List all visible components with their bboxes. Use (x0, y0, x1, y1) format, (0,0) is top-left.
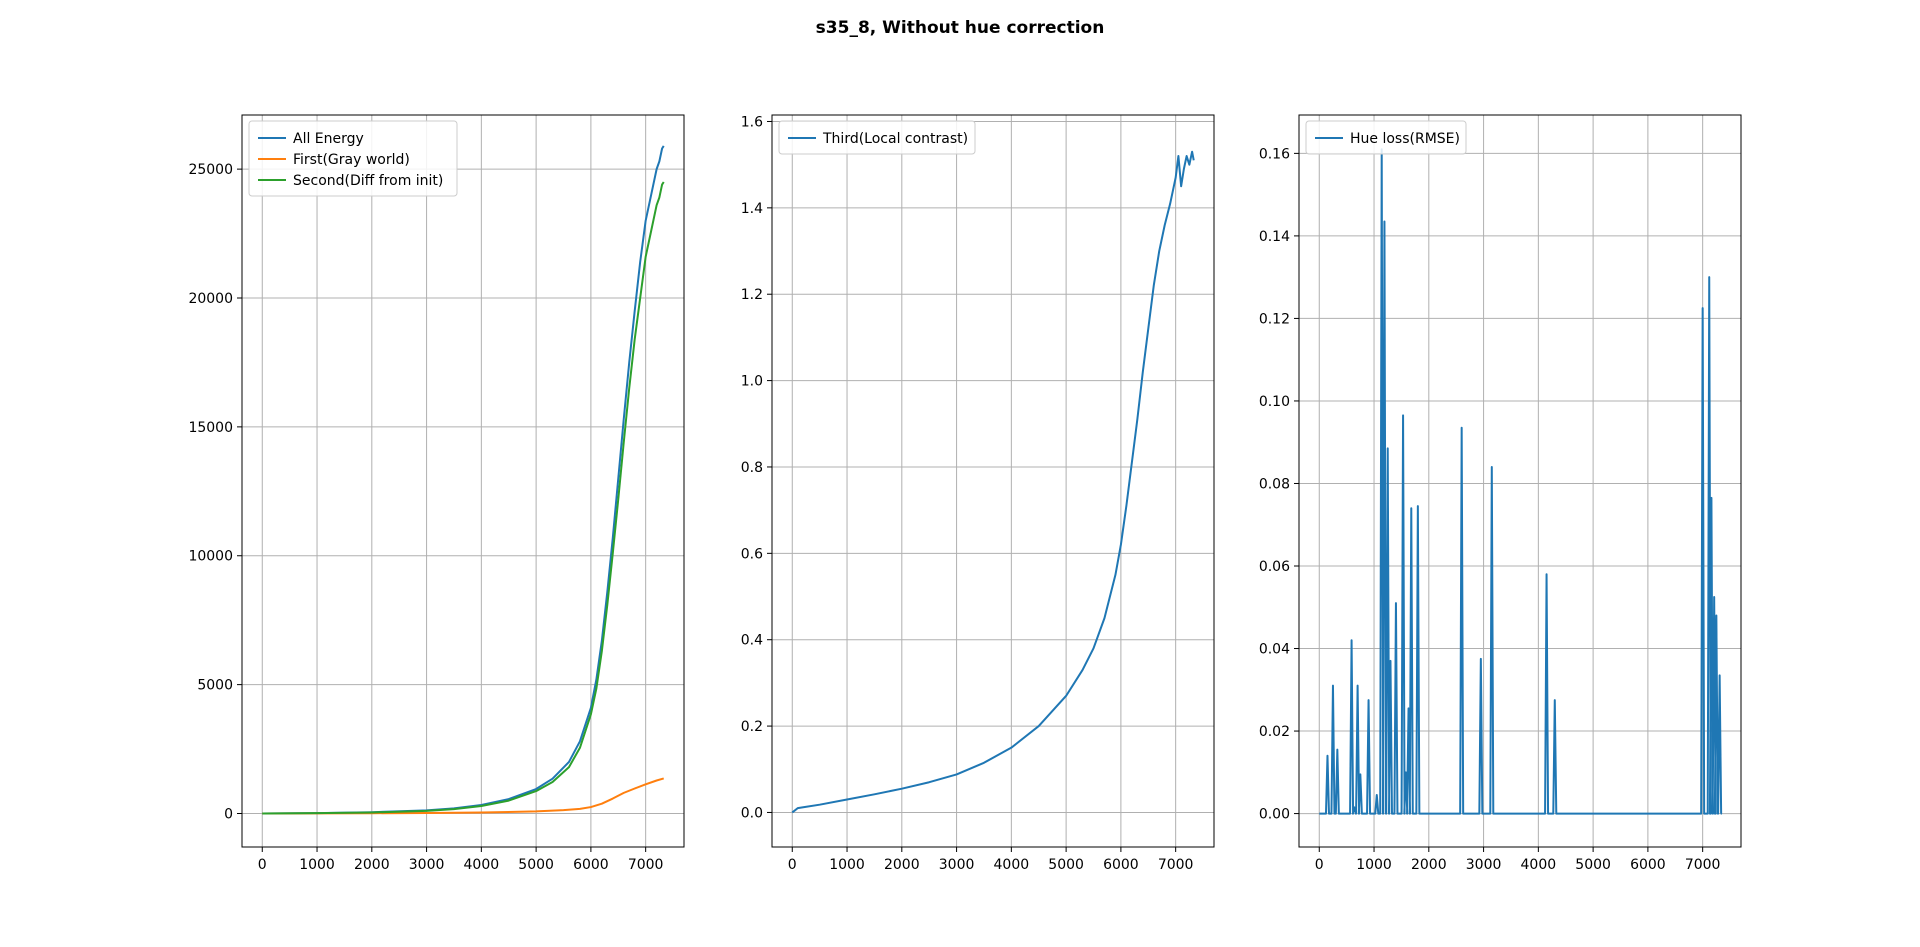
x-tick-label: 6000 (1103, 857, 1139, 873)
x-tick-label: 6000 (1630, 857, 1666, 873)
x-tick-label: 7000 (1685, 857, 1721, 873)
y-tick-label: 0.08 (1259, 476, 1290, 492)
x-tick-label: 2000 (884, 857, 920, 873)
x-tick-label: 5000 (1575, 857, 1611, 873)
y-tick-label: 0 (224, 806, 233, 822)
y-tick-label: 1.4 (741, 201, 763, 217)
y-tick-label: 1.2 (741, 287, 763, 303)
figure-suptitle: s35_8, Without hue correction (816, 18, 1105, 38)
x-tick-label: 4000 (994, 857, 1030, 873)
legend-box (1305, 120, 1467, 155)
axes-frame (241, 114, 685, 848)
y-tick-label: 0.02 (1259, 724, 1290, 740)
subplot-energy: 0 1000 2000 3000 4000 5000 6000 7000 0 5000 10000 1… (188, 114, 685, 873)
legend-label: Second(Diff from init) (293, 173, 443, 189)
x-tick-label: 6000 (573, 857, 609, 873)
legend-label: First(Gray world) (293, 152, 410, 168)
x-tick-label: 3000 (409, 857, 445, 873)
x-tick-label: 7000 (628, 857, 664, 873)
x-tick-label: 2000 (354, 857, 390, 873)
legend-label: Hue loss(RMSE) (1350, 131, 1460, 147)
series-line-0 (791, 150, 1195, 814)
y-tick-label: 0.00 (1259, 807, 1290, 823)
y-tick-label: 0.4 (741, 633, 763, 649)
x-tick-label: 4000 (464, 857, 500, 873)
axes-frame (1298, 114, 1742, 848)
y-tick-label: 25000 (188, 162, 233, 178)
y-tick-label: 1.6 (741, 114, 763, 130)
subplot-local-contrast: 0 1000 2000 3000 4000 5000 6000 7000 0.0 0.2 0.4 0.… (741, 114, 1215, 873)
series-line-2 (262, 181, 665, 815)
legend-box (248, 120, 458, 197)
series-line-1 (262, 777, 665, 815)
x-tick-label: 0 (258, 857, 267, 873)
x-tick-label: 0 (1315, 857, 1324, 873)
x-tick-label: 5000 (518, 857, 554, 873)
x-tick-label: 1000 (1356, 857, 1392, 873)
x-tick-label: 3000 (1466, 857, 1502, 873)
y-tick-label: 0.10 (1259, 394, 1290, 410)
y-tick-label: 0.04 (1259, 642, 1290, 658)
x-tick-label: 0 (788, 857, 797, 873)
y-tick-label: 0.8 (741, 460, 763, 476)
y-tick-label: 0.0 (741, 805, 763, 821)
x-tick-label: 4000 (1521, 857, 1557, 873)
y-tick-label: 0.2 (741, 719, 763, 735)
y-tick-label: 0.6 (741, 546, 763, 562)
y-tick-label: 1.0 (741, 374, 763, 390)
y-tick-label: 5000 (197, 678, 233, 694)
x-tick-label: 1000 (299, 857, 335, 873)
legend-label: Third(Local contrast) (822, 131, 968, 147)
y-tick-label: 0.12 (1259, 311, 1290, 327)
y-tick-label: 20000 (188, 291, 233, 307)
series-line-0 (1319, 148, 1723, 815)
x-tick-label: 3000 (939, 857, 975, 873)
x-tick-label: 7000 (1158, 857, 1194, 873)
x-tick-label: 1000 (829, 857, 865, 873)
y-tick-label: 10000 (188, 549, 233, 565)
x-tick-label: 2000 (1411, 857, 1447, 873)
series-line-0 (262, 145, 665, 815)
legend-label: All Energy (293, 131, 364, 147)
axes-frame (771, 114, 1215, 848)
legend-box (778, 120, 976, 155)
subplot-hue-loss: 0 1000 2000 3000 4000 5000 6000 7000 0.00 0.02 0.0… (1259, 114, 1742, 873)
y-tick-label: 15000 (188, 420, 233, 436)
y-tick-label: 0.16 (1259, 146, 1290, 162)
y-tick-label: 0.06 (1259, 559, 1290, 575)
x-tick-label: 5000 (1048, 857, 1084, 873)
y-tick-label: 0.14 (1259, 229, 1290, 245)
